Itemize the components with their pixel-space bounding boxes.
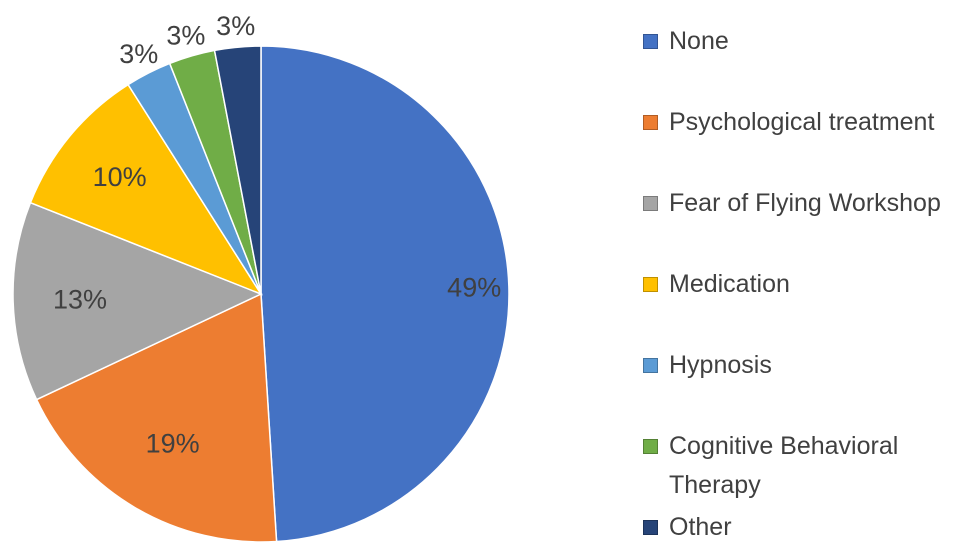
legend-label: None	[669, 27, 729, 55]
legend-swatch	[643, 358, 658, 373]
chart-legend: None Psychological treatment Fear of Flyin…	[643, 0, 975, 550]
pie-slice-medication	[29, 83, 263, 296]
legend-label: Psychological treatment	[669, 108, 935, 136]
pie-slice-other	[213, 45, 262, 295]
data-label-psychological-treatment: 19%	[146, 428, 200, 458]
pie-slice-psychological-treatment	[35, 292, 278, 543]
legend-label: Medication	[669, 270, 790, 298]
pie-slice-fear-of-flying-workshop	[12, 201, 263, 401]
data-label-cognitive-behavioral-therapy: 3%	[166, 21, 205, 51]
data-label-none: 49%	[447, 272, 501, 302]
data-label-medication: 10%	[93, 162, 147, 192]
data-label-hypnosis: 3%	[119, 39, 158, 69]
legend-swatch	[643, 115, 658, 130]
legend-swatch	[643, 34, 658, 49]
legend-label: Cognitive Behavioral	[669, 432, 899, 460]
pie-slice-none	[260, 45, 510, 543]
legend-label: Hypnosis	[669, 351, 772, 379]
legend-label: Therapy	[669, 471, 761, 499]
data-label-other: 3%	[216, 11, 255, 41]
legend-swatch	[643, 439, 658, 454]
legend-label: Other	[669, 513, 732, 541]
legend-swatch	[643, 196, 658, 211]
pie-chart-plot: 49% 19% 13% 10% 3% 3% 3%	[12, 11, 510, 543]
legend-swatch	[643, 520, 658, 535]
legend-swatch	[643, 277, 658, 292]
legend-label: Fear of Flying Workshop	[669, 189, 941, 217]
pie-data-labels: 49% 19% 13% 10% 3% 3% 3%	[53, 11, 501, 458]
pie-slices	[12, 45, 510, 543]
data-label-fear-of-flying-workshop: 13%	[53, 285, 107, 315]
